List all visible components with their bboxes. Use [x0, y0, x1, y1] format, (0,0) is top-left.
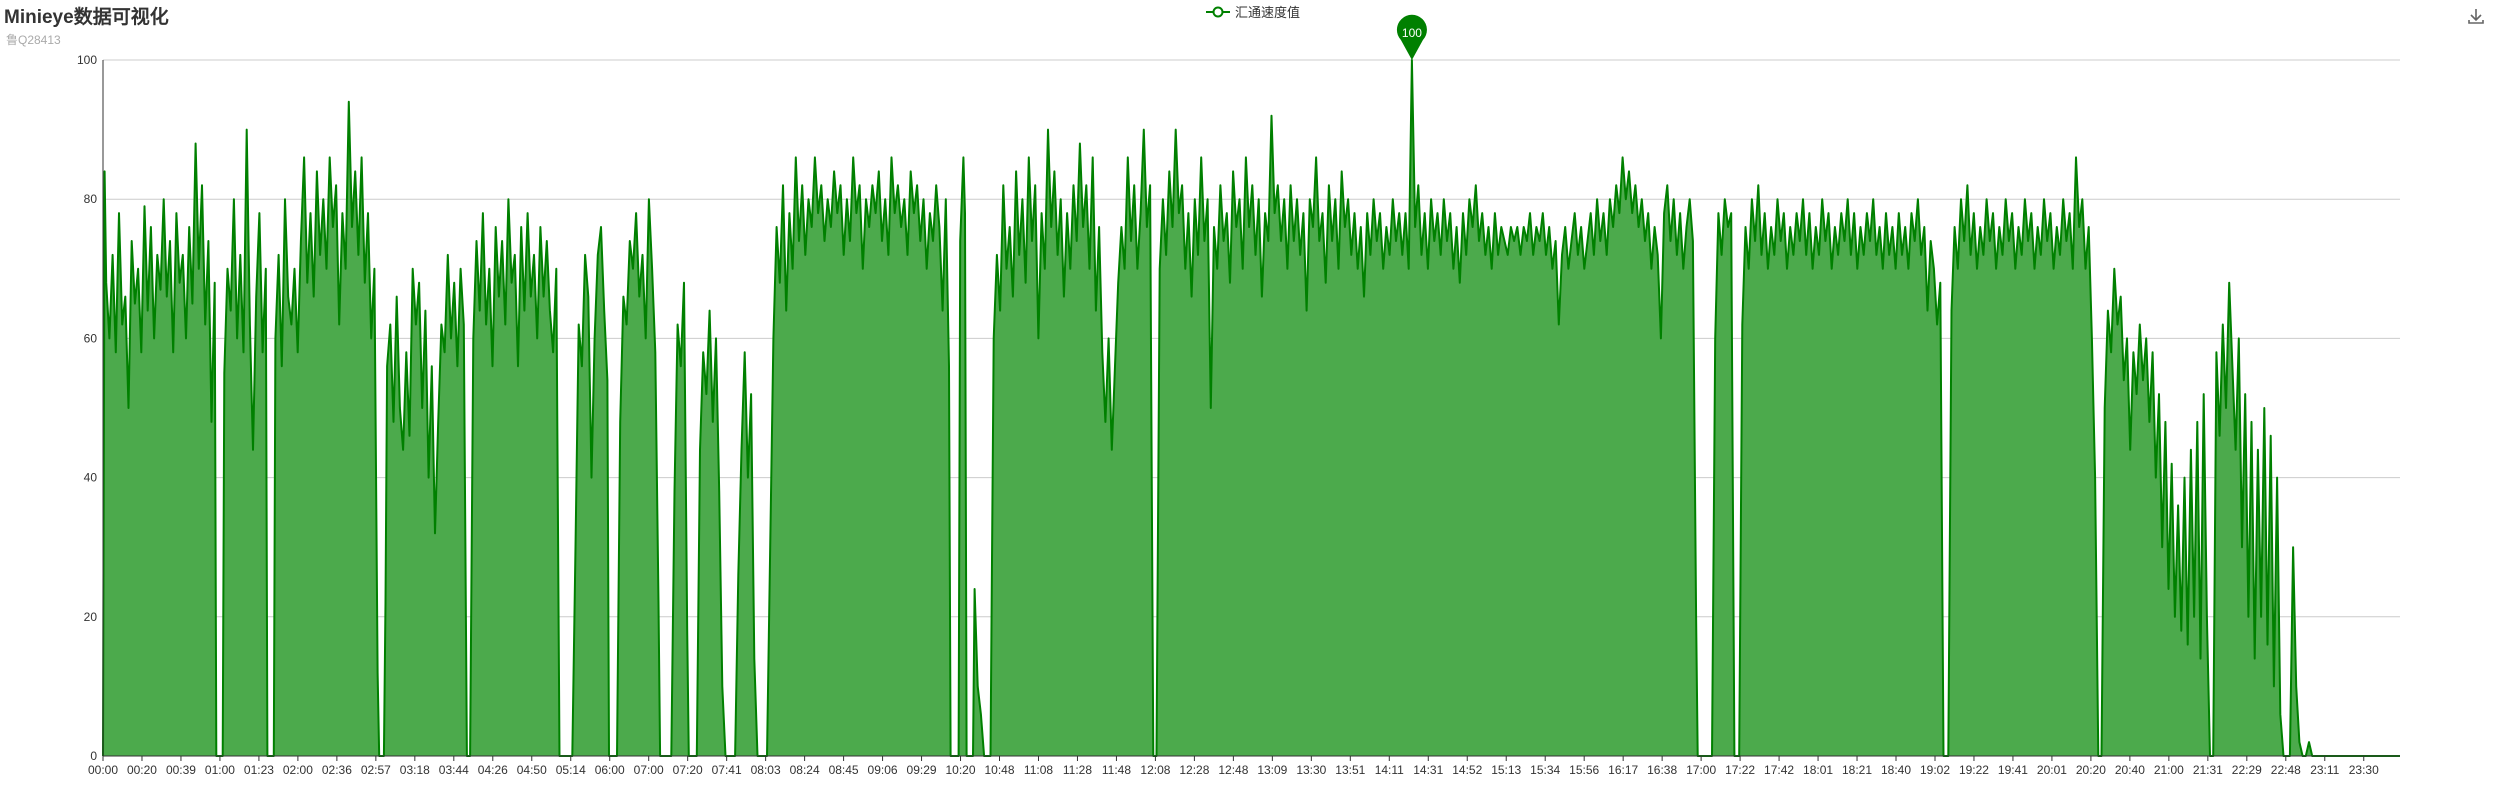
x-tick-label: 11:08	[1024, 763, 1053, 777]
x-tick-label: 02:00	[283, 763, 313, 777]
x-tick-label: 18:21	[1842, 763, 1872, 777]
x-tick-label: 01:23	[244, 763, 274, 777]
y-tick-label: 20	[84, 610, 98, 624]
x-tick-label: 05:14	[556, 763, 586, 777]
x-tick-label: 17:22	[1725, 763, 1755, 777]
x-tick-label: 15:56	[1569, 763, 1599, 777]
x-tick-label: 10:20	[946, 763, 976, 777]
x-tick-label: 14:31	[1413, 763, 1443, 777]
y-tick-label: 100	[77, 53, 97, 67]
x-tick-label: 13:51	[1335, 763, 1365, 777]
x-tick-label: 13:30	[1296, 763, 1326, 777]
x-tick-label: 10:48	[984, 763, 1014, 777]
x-tick-label: 12:28	[1179, 763, 1209, 777]
x-tick-label: 17:00	[1686, 763, 1716, 777]
download-icon[interactable]	[2466, 6, 2486, 26]
x-tick-label: 14:11	[1375, 763, 1404, 777]
x-tick-label: 13:09	[1257, 763, 1287, 777]
y-tick-label: 40	[84, 471, 98, 485]
chart-subtitle: 鲁Q28413	[6, 33, 61, 47]
x-tick-label: 15:34	[1530, 763, 1560, 777]
x-tick-label: 21:00	[2154, 763, 2184, 777]
legend-item[interactable]: 汇通速度值	[1206, 2, 1300, 21]
y-tick-label: 0	[90, 749, 97, 763]
max-marker-label: 100	[1402, 26, 1422, 40]
y-tick-label: 60	[84, 331, 98, 345]
series-line	[102, 59, 2400, 757]
x-tick-label: 08:45	[829, 763, 859, 777]
axes: 0 20 40 60 80 100 00:00 00:20 00:39 01:00 01:23 02:…	[77, 53, 2400, 777]
x-tick-label: 16:38	[1647, 763, 1677, 777]
x-tick-label: 19:22	[1959, 763, 1989, 777]
x-tick-label: 23:11	[2310, 763, 2339, 777]
x-tick-label: 20:20	[2076, 763, 2106, 777]
x-tick-label: 04:50	[517, 763, 547, 777]
x-tick-label: 12:08	[1140, 763, 1170, 777]
x-tick-label: 03:44	[439, 763, 469, 777]
max-marker: 100	[1396, 14, 1427, 60]
x-tick-label: 23:30	[2349, 763, 2379, 777]
x-tick-label: 12:48	[1218, 763, 1248, 777]
x-tick-label: 02:36	[322, 763, 352, 777]
x-tick-label: 19:02	[1920, 763, 1950, 777]
legend-line-circle-icon	[1206, 6, 1230, 17]
max-marker-pin	[1396, 14, 1427, 60]
chart-title: Minieye数据可视化	[4, 7, 169, 28]
x-tick-label: 07:00	[634, 763, 664, 777]
x-tick-label: 14:52	[1452, 763, 1482, 777]
y-tick-label: 80	[84, 192, 98, 206]
x-tick-label: 11:28	[1063, 763, 1092, 777]
x-tick-label: 08:24	[790, 763, 820, 777]
x-tick-label: 11:48	[1102, 763, 1131, 777]
x-tick-label: 07:20	[673, 763, 703, 777]
series-area-fill	[103, 60, 2400, 756]
x-tick-label: 17:42	[1764, 763, 1794, 777]
x-tick-label: 00:00	[88, 763, 118, 777]
x-tick-label: 02:57	[361, 763, 391, 777]
x-tick-label: 09:06	[868, 763, 898, 777]
legend-label: 汇通速度值	[1235, 6, 1301, 21]
x-tick-label: 00:39	[166, 763, 196, 777]
x-tick-label: 09:29	[907, 763, 937, 777]
x-tick-label: 18:01	[1803, 763, 1833, 777]
x-tick-label: 19:41	[1998, 763, 2028, 777]
x-tick-label: 00:20	[127, 763, 157, 777]
x-tick-label: 06:00	[595, 763, 625, 777]
x-tick-label: 08:03	[751, 763, 781, 777]
x-tick-label: 22:48	[2271, 763, 2301, 777]
x-tick-label: 18:40	[1881, 763, 1911, 777]
x-tick-label: 20:01	[2037, 763, 2067, 777]
x-tick-label: 21:31	[2193, 763, 2223, 777]
x-tick-label: 07:41	[712, 763, 742, 777]
series-area	[102, 59, 2400, 757]
x-tick-label: 22:29	[2232, 763, 2262, 777]
x-tick-label: 15:13	[1491, 763, 1521, 777]
x-tick-label: 04:26	[478, 763, 508, 777]
x-tick-label: 01:00	[205, 763, 235, 777]
x-tick-label: 20:40	[2115, 763, 2145, 777]
x-tick-label: 03:18	[400, 763, 430, 777]
x-tick-label: 16:17	[1608, 763, 1638, 777]
